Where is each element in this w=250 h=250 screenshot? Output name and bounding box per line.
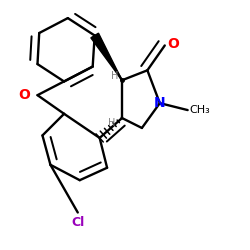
Text: H: H	[111, 71, 118, 81]
Polygon shape	[91, 33, 122, 80]
Text: H: H	[108, 118, 116, 128]
Text: CH₃: CH₃	[189, 105, 210, 115]
Text: N: N	[154, 96, 166, 110]
Text: Cl: Cl	[71, 216, 85, 229]
Text: O: O	[167, 37, 179, 51]
Text: O: O	[18, 88, 30, 102]
